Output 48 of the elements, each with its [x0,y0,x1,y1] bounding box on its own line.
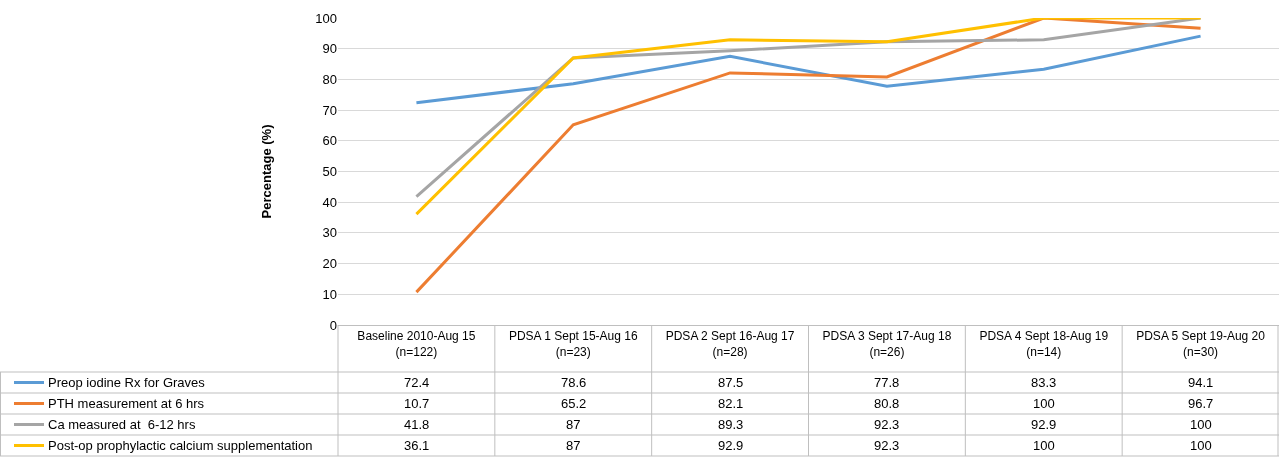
legend-label: Preop iodine Rx for Graves [48,375,206,390]
data-label: 100 [1190,417,1212,432]
data-label: 92.3 [874,438,900,453]
legend-label: Ca measured at 6-12 hrs [48,417,196,432]
data-label: 100 [1033,396,1055,411]
y-tick-label: 30 [322,225,337,241]
x-tick-label: PDSA 3 Sept 17-Aug 18 (n=26) [822,329,952,359]
data-label: 83.3 [1031,375,1057,390]
y-tick-label: 10 [322,286,337,302]
data-label: 89.3 [718,417,744,432]
data-label: 41.8 [404,417,430,432]
data-label: 92.3 [874,417,900,432]
y-tick-label: 80 [322,71,337,87]
data-label: 100 [1033,438,1055,453]
legend-label: Post-op prophylactic calcium supplementation [48,438,313,453]
x-tick-label: PDSA 5 Sept 19-Aug 20 (n=30) [1136,329,1266,359]
y-tick-label: 20 [322,256,337,272]
data-label: 87 [566,438,581,453]
legend-label: PTH measurement at 6 hrs [48,396,205,411]
data-label: 36.1 [404,438,430,453]
y-tick-label: 50 [322,164,337,180]
data-label: 72.4 [404,375,430,390]
data-label: 92.9 [1031,417,1057,432]
data-label: 10.7 [404,396,430,411]
y-tick-label: 60 [322,133,337,149]
data-label: 77.8 [874,375,900,390]
y-tick-label: 0 [329,317,337,333]
y-axis-title: Percentage (%) [259,124,275,219]
data-label: 82.1 [718,396,744,411]
x-tick-label: PDSA 4 Sept 18-Aug 19 (n=14) [979,329,1109,359]
data-label: 65.2 [561,396,587,411]
data-label: 94.1 [1188,375,1214,390]
y-tick-label: 90 [322,41,337,57]
y-tick-label: 100 [315,10,337,26]
data-label: 80.8 [874,396,900,411]
line-series [414,34,1203,105]
y-tick-label: 40 [322,194,337,210]
data-label: 78.6 [561,375,587,390]
data-label: 100 [1190,438,1212,453]
y-tick-label: 70 [322,102,337,118]
x-tick-label: Baseline 2010-Aug 15 (n=122) [357,329,476,359]
data-label: 87.5 [718,375,744,390]
data-label: 92.9 [718,438,744,453]
x-tick-label: PDSA 2 Sept 16-Aug 17 (n=28) [665,329,795,359]
line-series [414,18,1203,294]
data-label: 87 [566,417,581,432]
x-tick-label: PDSA 1 Sept 15-Aug 16 (n=23) [508,329,638,359]
data-label: 96.7 [1188,396,1214,411]
